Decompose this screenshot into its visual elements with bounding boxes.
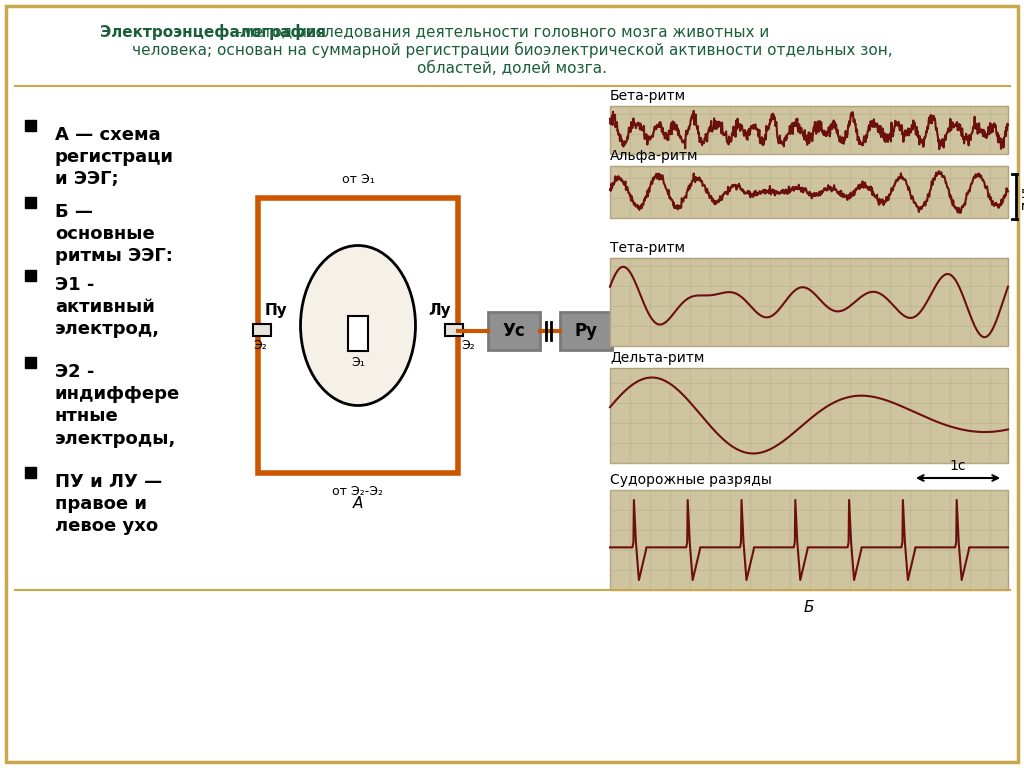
Text: Ру: Ру [574, 322, 597, 339]
Bar [258, 198, 458, 473]
Text: Ус: Ус [503, 322, 525, 339]
Bar [25, 467, 36, 478]
Text: мкВ: мкВ [1021, 200, 1024, 213]
Bar [445, 323, 463, 336]
Bar [25, 120, 36, 131]
Text: 50: 50 [1021, 188, 1024, 200]
Text: Э₂: Э₂ [253, 339, 266, 352]
Text: Э1 -
активный
электрод,: Э1 - активный электрод, [55, 276, 160, 339]
Bar [610, 368, 1008, 463]
Text: Б —
основные
ритмы ЭЭГ:: Б — основные ритмы ЭЭГ: [55, 203, 173, 266]
Bar [610, 166, 1008, 218]
Bar [25, 357, 36, 368]
Text: Альфа-ритм: Альфа-ритм [610, 149, 698, 163]
Text: Э2 -
индиффере
нтные
электроды,: Э2 - индиффере нтные электроды, [55, 363, 180, 448]
Bar [560, 312, 612, 349]
Bar [610, 490, 1008, 590]
Text: областей, долей мозга.: областей, долей мозга. [417, 61, 607, 75]
Ellipse shape [300, 246, 416, 406]
Text: от Э₁: от Э₁ [342, 173, 375, 186]
Bar [348, 316, 368, 350]
Text: Б: Б [804, 601, 814, 615]
Text: 1c: 1c [949, 459, 967, 473]
Bar [25, 270, 36, 281]
Bar [610, 106, 1008, 154]
Text: Пу: Пу [264, 303, 288, 318]
Text: Э₂: Э₂ [461, 339, 475, 352]
Text: Тета-ритм: Тета-ритм [610, 241, 685, 255]
Text: Лу: Лу [429, 303, 452, 318]
Bar [610, 258, 1008, 346]
Bar [25, 197, 36, 208]
Text: А — схема
регистраци
и ЭЭГ;: А — схема регистраци и ЭЭГ; [55, 126, 174, 188]
Text: Судорожные разряды: Судорожные разряды [610, 473, 772, 487]
Text: Бета-ритм: Бета-ритм [610, 89, 686, 103]
Text: от Э₂-Э₂: от Э₂-Э₂ [333, 485, 384, 498]
Text: Дельта-ритм: Дельта-ритм [610, 351, 705, 365]
Text: ПУ и ЛУ —
правое и
левое ухо: ПУ и ЛУ — правое и левое ухо [55, 473, 162, 535]
Text: -метод исследования деятельности головного мозга животных и: -метод исследования деятельности головно… [232, 25, 770, 39]
Bar [488, 312, 540, 349]
Text: А: А [353, 495, 364, 511]
Bar [253, 323, 271, 336]
Text: Электроэнцефалография: Электроэнцефалография [100, 24, 326, 40]
Text: человека; основан на суммарной регистрации биоэлектрической активности отдельных: человека; основан на суммарной регистрац… [132, 42, 892, 58]
Text: Э₁: Э₁ [351, 356, 365, 369]
